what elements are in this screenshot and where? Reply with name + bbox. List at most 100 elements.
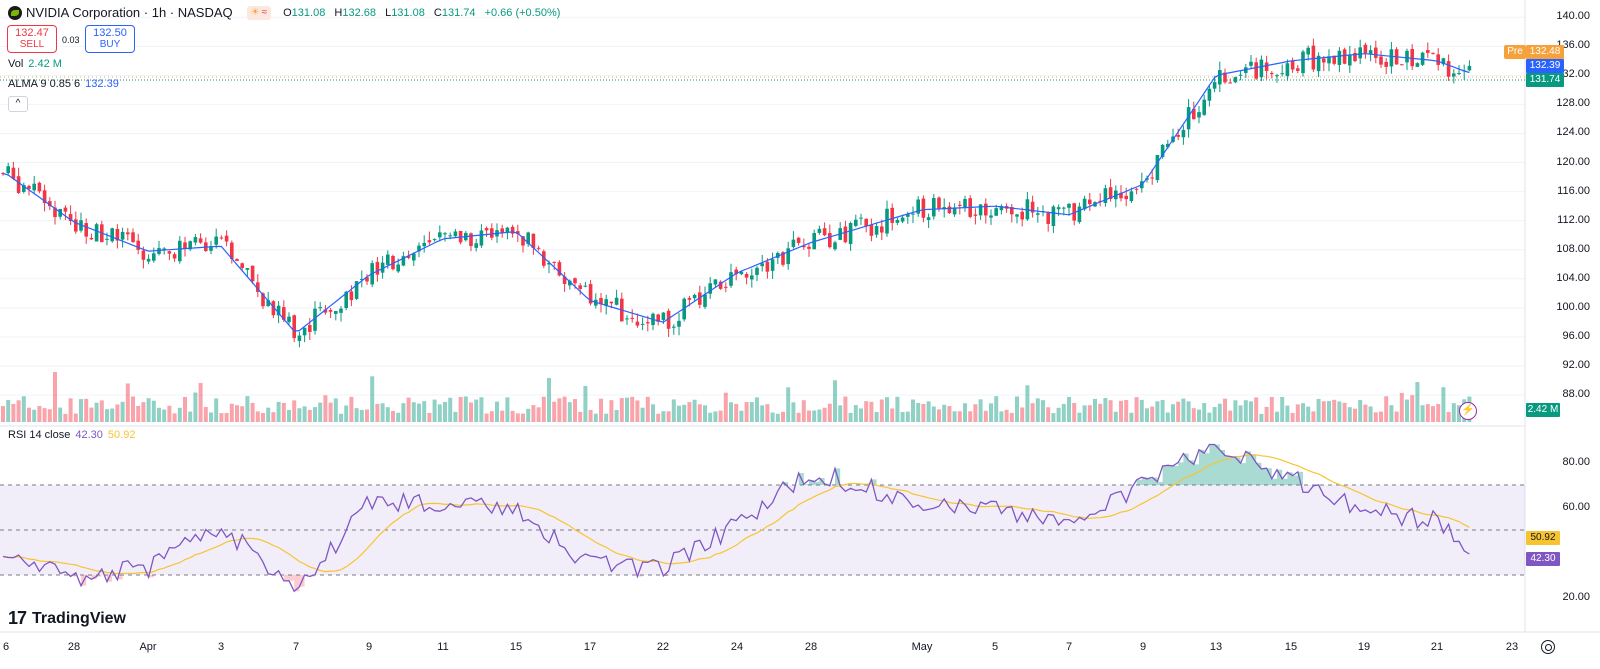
volume-bar xyxy=(11,403,16,422)
candle-body xyxy=(1218,70,1222,85)
volume-bar xyxy=(1197,409,1201,422)
price-tick-label: 112.00 xyxy=(1557,213,1590,226)
volume-bar xyxy=(1389,405,1394,422)
volume-bar xyxy=(765,404,770,422)
volume-bar xyxy=(266,407,271,422)
volume-bar xyxy=(448,397,453,422)
candle-body xyxy=(250,265,255,282)
candle-body xyxy=(1436,54,1440,65)
candle-body xyxy=(131,232,135,243)
buy-button[interactable]: 132.50 BUY xyxy=(85,25,135,53)
candle-body xyxy=(344,291,348,308)
candle-body xyxy=(1228,82,1232,84)
candle-body xyxy=(89,237,94,240)
candle-body xyxy=(276,305,281,316)
volume-bar xyxy=(848,412,853,422)
candle-body xyxy=(1452,73,1456,77)
settings-gear-icon[interactable] xyxy=(1541,640,1555,654)
volume-bar xyxy=(391,410,395,422)
candle-body xyxy=(547,262,551,265)
candle-body xyxy=(1275,75,1279,77)
volume-bar xyxy=(469,402,473,422)
symbol-title[interactable]: NVIDIA Corporation · 1h · NASDAQ xyxy=(26,5,233,20)
session-pill[interactable]: ☀ ≈ xyxy=(246,5,272,20)
volume-bar xyxy=(1259,413,1264,422)
candle-body xyxy=(328,310,333,312)
volume-bar xyxy=(99,400,104,422)
candle-body xyxy=(828,233,832,248)
candle-body xyxy=(1285,63,1290,77)
price-tick-label: 132.00 xyxy=(1556,68,1590,81)
price-tick-label: 108.00 xyxy=(1556,242,1590,255)
candle-body xyxy=(1363,44,1368,54)
volume-bar xyxy=(422,401,427,422)
candle-body xyxy=(833,242,837,250)
candle-body xyxy=(1077,206,1082,223)
last-price-tag: 131.74 xyxy=(1526,73,1564,87)
volume-bar xyxy=(1321,401,1326,422)
candle-body xyxy=(469,233,473,247)
volume-bar xyxy=(1275,411,1279,422)
candle-body xyxy=(1431,52,1435,54)
candle-body xyxy=(890,207,894,223)
candle-body xyxy=(453,231,458,237)
volume-bar xyxy=(1306,406,1311,422)
volume-bar xyxy=(1103,397,1108,422)
tradingview-logo[interactable]: 17 TradingView xyxy=(8,608,126,629)
candle-body xyxy=(193,237,198,243)
volume-bar xyxy=(713,411,718,422)
candle-body xyxy=(921,198,926,218)
candle-body xyxy=(958,204,962,206)
candle-body xyxy=(1457,73,1461,75)
volume-bar xyxy=(484,413,489,422)
volume-bar xyxy=(1202,403,1207,422)
candle-body xyxy=(713,279,718,285)
vol-value: 2.42 M xyxy=(28,58,62,70)
alma-legend[interactable]: ALMA 9 0.85 6 132.39 xyxy=(8,78,119,90)
volume-legend[interactable]: Vol 2.42 M xyxy=(8,58,62,70)
collapse-legend-button[interactable]: ^ xyxy=(8,96,28,112)
volume-bar xyxy=(838,405,843,422)
candle-body xyxy=(240,263,244,268)
rsi-ma-value: 50.92 xyxy=(107,429,136,441)
volume-bar xyxy=(739,410,744,422)
candle-body xyxy=(1197,112,1201,118)
rsi-line xyxy=(2,443,1470,593)
volume-bar xyxy=(1139,399,1144,422)
volume-bar xyxy=(786,387,791,422)
time-tick-label: 11 xyxy=(437,641,449,653)
candle-body xyxy=(27,185,31,189)
volume-bar xyxy=(323,395,328,422)
volume-bar xyxy=(229,403,234,422)
candle-body xyxy=(1114,190,1118,200)
candle-body xyxy=(583,285,588,287)
sell-button[interactable]: 132.47 SELL xyxy=(7,25,57,53)
candle-body xyxy=(646,322,650,324)
candle-body xyxy=(1264,62,1269,71)
volume-bar xyxy=(453,411,458,422)
candle-body xyxy=(989,215,993,218)
volume-bar xyxy=(744,402,749,422)
volume-bar xyxy=(458,396,463,422)
volume-bar xyxy=(1415,382,1420,422)
volume-bar xyxy=(567,402,572,422)
candle-body xyxy=(937,197,941,209)
volume-bar xyxy=(1129,412,1134,422)
flash-icon[interactable]: ⚡ xyxy=(1459,402,1477,420)
candle-body xyxy=(484,228,489,231)
time-tick-label: May xyxy=(911,641,933,653)
sell-price: 132.47 xyxy=(15,27,49,39)
volume-bar xyxy=(1233,400,1238,422)
candle-body xyxy=(864,218,868,227)
candle-body xyxy=(1254,62,1258,79)
candle-body xyxy=(339,308,343,313)
volume-bar xyxy=(1113,411,1118,422)
candle-body xyxy=(874,226,879,235)
volume-bar xyxy=(552,401,557,422)
candle-body xyxy=(573,278,577,284)
candle-body xyxy=(32,183,36,191)
volume-bar xyxy=(640,407,645,422)
rsi-legend[interactable]: RSI 14 close 42.30 50.92 xyxy=(8,429,135,441)
volume-bar xyxy=(136,406,141,422)
